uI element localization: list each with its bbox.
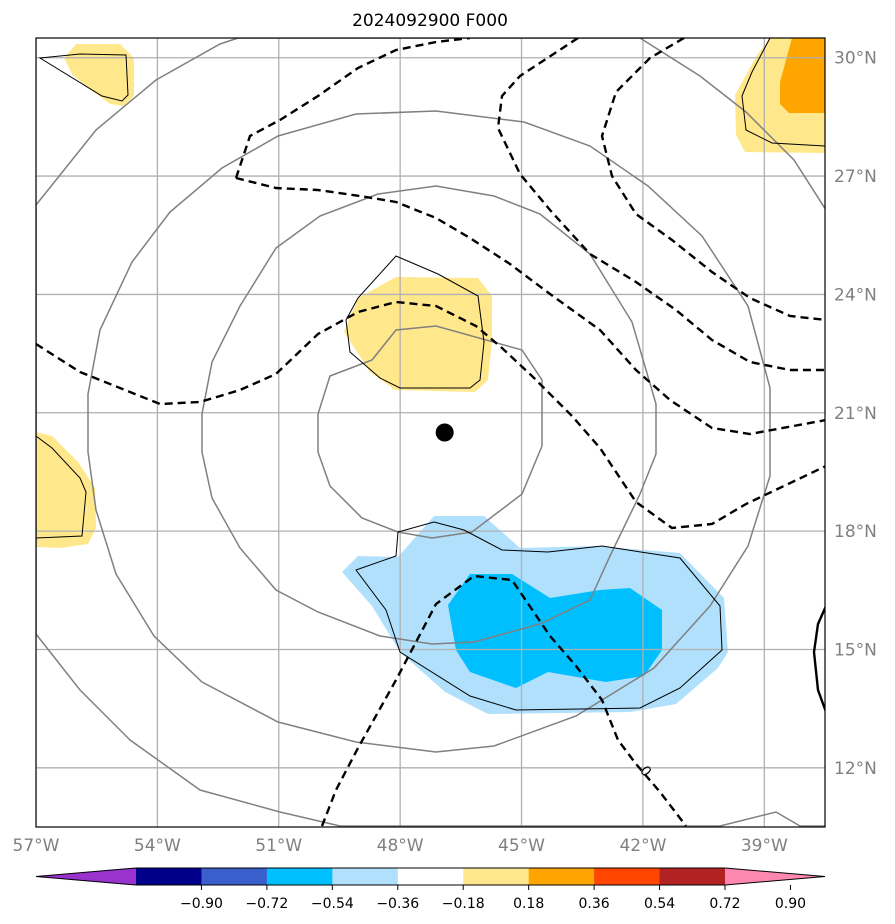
- colorbar-swatch: [594, 868, 661, 885]
- gray-contour-1: [317, 325, 543, 539]
- storm-center-marker: [435, 423, 454, 442]
- coastline-east: [812, 605, 825, 713]
- longitude-label: 39°W: [741, 836, 788, 856]
- negative-anomaly-core-south: [448, 574, 662, 688]
- longitude-label: 54°W: [134, 836, 181, 856]
- gray-contours: [36, 38, 825, 827]
- thin-contour-nw: [38, 53, 129, 102]
- dashed-contour-2: [235, 176, 825, 436]
- dashed-contour-6: [320, 574, 687, 827]
- latitude-label: 24°N: [834, 285, 877, 305]
- positive-anomaly-core-ne: [780, 38, 825, 113]
- colorbar-swatch: [136, 868, 202, 885]
- positive-anomaly-shade-west: [36, 432, 96, 548]
- positive-anomaly-shade-nw: [64, 44, 134, 106]
- thin-contour-center: [345, 255, 485, 389]
- positive-anomaly-shade-center: [344, 277, 492, 392]
- longitude-labels: 57°W 54°W 51°W 48°W 45°W 42°W 39°W: [13, 836, 788, 856]
- colorbar-tick-label: −0.90: [180, 896, 223, 912]
- thin-contours: [36, 38, 825, 711]
- colorbar-tick-label: 0.72: [709, 896, 740, 912]
- longitude-label: 51°W: [255, 836, 302, 856]
- colorbar-swatch: [528, 868, 595, 885]
- colorbar-swatch: [463, 868, 530, 885]
- thin-contour-south: [355, 521, 723, 711]
- latitude-labels: 30°N 27°N 24°N 21°N 18°N 15°N 12°N: [834, 49, 877, 779]
- colorbar-swatch: [659, 868, 726, 885]
- dashed-contour-1: [36, 300, 825, 530]
- longitude-label: 45°W: [498, 836, 545, 856]
- gray-contour-3: [87, 110, 771, 753]
- latitude-label: 30°N: [834, 49, 877, 69]
- colorbar-tick-label: 0.54: [644, 896, 675, 912]
- gray-contour-2: [201, 185, 657, 645]
- graticule: [36, 38, 825, 827]
- latitude-label: 15°N: [834, 640, 877, 660]
- thin-contour-west: [36, 435, 87, 539]
- colorbar-tick-label: 0.36: [579, 896, 610, 912]
- gray-contour-4: [36, 38, 825, 827]
- dashed-contour-4: [496, 38, 825, 372]
- longitude-label: 42°W: [619, 836, 666, 856]
- dashed-contour-3: [234, 38, 471, 179]
- latitude-label: 18°N: [834, 522, 877, 542]
- colorbar: −0.90 −0.72 −0.54 −0.36 −0.18 0.18 0.36 0.54 0.7…: [35, 867, 826, 912]
- dashed-contour-5: [600, 38, 825, 322]
- map-frame: [35, 37, 826, 828]
- colorbar-swatch: [332, 868, 399, 885]
- latitude-label: 27°N: [834, 167, 877, 187]
- colorbar-tick-label: 0.18: [513, 896, 544, 912]
- map-area: 0: [36, 38, 825, 827]
- latitude-label: 12°N: [834, 759, 877, 779]
- colorbar-extend-low: [36, 868, 136, 885]
- colorbar-swatch: [266, 868, 333, 885]
- colorbar-swatch: [201, 868, 268, 885]
- colorbar-tick-label: −0.36: [376, 896, 419, 912]
- colorbar-outline: [35, 867, 826, 886]
- colorbar-tick-label: −0.54: [311, 896, 354, 912]
- colorbar-tick-label: −0.18: [442, 896, 485, 912]
- colorbar-swatch: [397, 868, 464, 885]
- longitude-label: 48°W: [377, 836, 424, 856]
- longitude-label: 57°W: [13, 836, 60, 856]
- latitude-label: 21°N: [834, 404, 877, 424]
- figure-title: 2024092900 F000: [352, 11, 508, 31]
- colorbar-tick-label: 0.90: [775, 896, 806, 912]
- dashed-contours: [36, 38, 825, 827]
- colorbar-tick-label: −0.72: [245, 896, 288, 912]
- thin-contour-ne: [741, 38, 825, 147]
- map-background: [36, 38, 825, 827]
- colorbar-extend-high: [725, 868, 825, 885]
